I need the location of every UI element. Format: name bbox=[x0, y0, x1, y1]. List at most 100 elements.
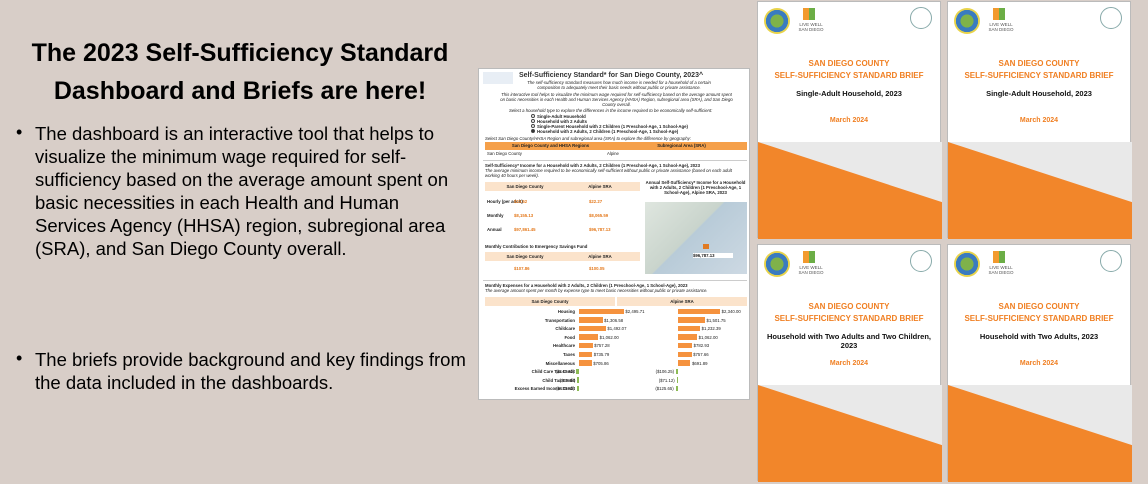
category-label: Miscellaneous bbox=[545, 360, 575, 366]
category-label: Child Care Tax Credit bbox=[531, 369, 575, 375]
cover-title: Household with Two Adults, 2023 bbox=[979, 332, 1099, 341]
geo-header: Subregional Area (SRA) bbox=[657, 143, 706, 148]
value-label: ($146.42) bbox=[555, 369, 575, 375]
category-label: Food bbox=[564, 334, 576, 340]
geo-prompt: Select San Diego County/HHSA Region and … bbox=[485, 136, 691, 141]
logo-text: LIVE WELL SAN DIEGO bbox=[988, 22, 1014, 32]
bar bbox=[576, 368, 579, 375]
table-cell: $22.27 bbox=[589, 199, 603, 204]
cover-title: Single-Adult Household, 2023 bbox=[796, 89, 902, 98]
table-cell: $107.86 bbox=[514, 266, 530, 271]
radio-label: Single-Adult Household bbox=[537, 114, 586, 119]
radio-label: Single-Parent Household with 2 Children … bbox=[537, 124, 688, 129]
value-label: ($71.12) bbox=[658, 377, 675, 383]
live-well-icon bbox=[803, 8, 815, 20]
bar bbox=[579, 342, 593, 349]
radio[interactable] bbox=[531, 124, 535, 128]
intro: This interactive tool helps to visualize… bbox=[500, 92, 733, 107]
divider bbox=[483, 280, 747, 281]
logo bbox=[483, 72, 513, 84]
bar bbox=[577, 377, 579, 383]
logo-text: LIVE WELL SAN DIEGO bbox=[988, 265, 1014, 275]
table-cell: $23.52 bbox=[514, 199, 528, 204]
category-label: Taxes bbox=[563, 352, 575, 357]
table-header: San Diego County bbox=[506, 254, 544, 259]
radio[interactable] bbox=[531, 114, 535, 118]
table-header: Alpine SRA bbox=[588, 184, 612, 189]
cover-series: SELF-SUFFICIENCY STANDARD BRIEF bbox=[964, 71, 1114, 80]
value-label: $1,062.00 bbox=[599, 334, 619, 340]
table-cell: $96,787.13 bbox=[589, 227, 611, 232]
value-label: $735.79 bbox=[593, 352, 610, 357]
slide-title: The 2023 Self-Sufficiency Standard Dashb… bbox=[31, 39, 449, 105]
cover-series: SELF-SUFFICIENCY STANDARD BRIEF bbox=[774, 71, 924, 80]
value-label: ($83.34) bbox=[559, 377, 576, 383]
dashboard-subtitle: The self-sufficiency standard measures h… bbox=[527, 80, 711, 90]
bar bbox=[678, 317, 706, 323]
bar bbox=[678, 351, 692, 357]
expenses-title: Monthly Expenses for a Household with 2 … bbox=[485, 283, 688, 288]
value-label: ($135.53) bbox=[556, 386, 575, 392]
bullet-marker: • bbox=[16, 348, 23, 368]
logo-text: LIVE WELL SAN DIEGO bbox=[798, 265, 824, 275]
row-label: Annual bbox=[487, 227, 502, 232]
bar bbox=[678, 360, 691, 366]
cover-county: SAN DIEGO COUNTY bbox=[808, 302, 890, 311]
radio-label: Household with 2 Adults bbox=[537, 119, 587, 124]
category-label: Healthcare bbox=[553, 343, 575, 349]
live-well-icon bbox=[993, 251, 1005, 263]
value-label: $2,495.71 bbox=[625, 309, 645, 314]
value-label: $757.28 bbox=[594, 343, 610, 349]
table-cell: $97,861.45 bbox=[514, 227, 536, 232]
cover-date: March 2024 bbox=[829, 360, 869, 367]
value-label: ($125.65) bbox=[655, 386, 674, 392]
geo-value[interactable]: Alpine bbox=[607, 151, 619, 156]
divider bbox=[483, 160, 747, 161]
cover-county: SAN DIEGO COUNTY bbox=[998, 302, 1080, 311]
value-label: $1,062.00 bbox=[698, 334, 718, 340]
row-label: Hourly (per adult) bbox=[487, 199, 523, 204]
partner-logo bbox=[1100, 250, 1122, 272]
logo-text: LIVE WELL SAN DIEGO bbox=[798, 22, 824, 32]
bar bbox=[579, 308, 624, 314]
geo-value[interactable]: San Diego County bbox=[487, 151, 522, 156]
map-title: Annual Self-Sufficiency* Income for a Ho… bbox=[645, 180, 746, 195]
dashboard-title: Self-Sufficiency Standard* for San Diego… bbox=[519, 72, 704, 79]
radio[interactable] bbox=[531, 119, 535, 123]
cover-title: Single-Adult Household, 2023 bbox=[986, 89, 1092, 98]
map bbox=[645, 202, 747, 274]
table-header-bg bbox=[485, 182, 640, 191]
geo-header: San Diego County and HHSA Regions bbox=[511, 143, 590, 148]
brief-cover: LIVE WELL SAN DIEGO SAN DIEGO COUNTY SELF-… bbox=[757, 244, 942, 482]
brief-cover: LIVE WELL SAN DIEGO SAN DIEGO COUNTY SELF-… bbox=[757, 1, 942, 239]
seal-logo bbox=[954, 251, 980, 277]
table-cell: $100.05 bbox=[589, 266, 605, 271]
radio[interactable] bbox=[531, 129, 535, 133]
cover-date: March 2024 bbox=[829, 117, 869, 124]
live-well-icon bbox=[803, 251, 815, 263]
table-header: Alpine SRA bbox=[588, 254, 612, 259]
bar bbox=[678, 334, 698, 340]
table-cell: $8,065.59 bbox=[589, 213, 609, 218]
income-title: Self-Sufficiency* Income for a Household… bbox=[485, 163, 700, 168]
bar bbox=[678, 342, 693, 349]
row-label: Monthly bbox=[487, 213, 504, 218]
brief-cover: LIVE WELL SAN DIEGO SAN DIEGO COUNTY SELF-… bbox=[947, 1, 1132, 239]
value-label: $757.66 bbox=[693, 352, 709, 357]
seal-logo bbox=[954, 8, 980, 34]
legend-label: Alpine SRA bbox=[670, 299, 694, 304]
cover-date: March 2024 bbox=[1019, 117, 1059, 124]
cover-series: SELF-SUFFICIENCY STANDARD BRIEF bbox=[774, 314, 924, 323]
bullet-text: The dashboard is an interactive tool tha… bbox=[35, 123, 449, 259]
expenses-note: The average amount spent per month by ex… bbox=[485, 288, 708, 293]
bar bbox=[676, 377, 678, 383]
bar bbox=[579, 334, 599, 340]
bar bbox=[678, 325, 701, 332]
cover-county: SAN DIEGO COUNTY bbox=[998, 59, 1080, 68]
cover-title: Household with Two Adults and Two Childr… bbox=[766, 332, 931, 350]
value-label: ($106.25) bbox=[655, 369, 675, 375]
category-label: Childcare bbox=[555, 326, 575, 332]
category-label: Child Tax Credit bbox=[542, 377, 575, 383]
category-label: Housing bbox=[557, 309, 575, 314]
